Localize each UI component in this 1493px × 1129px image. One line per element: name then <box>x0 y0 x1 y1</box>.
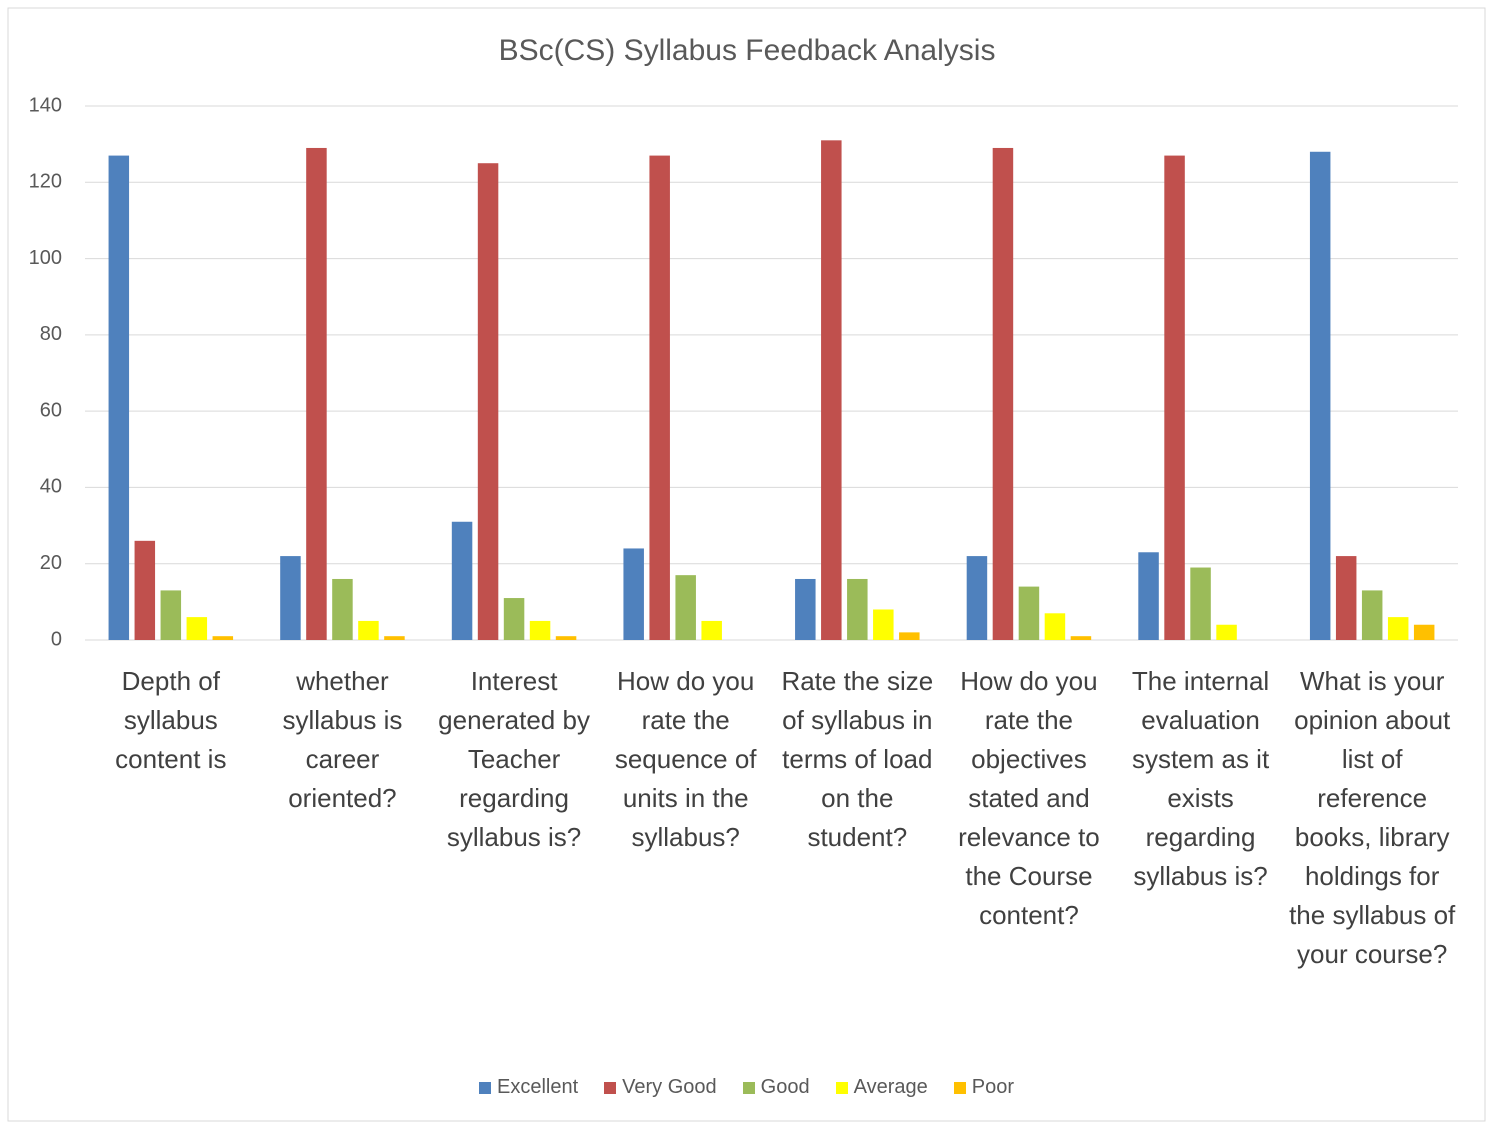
bar <box>186 617 208 640</box>
bar <box>1190 567 1211 640</box>
legend-item: Average <box>835 1076 928 1099</box>
x-tick-label: The internal evaluation system as it exi… <box>1131 666 1270 891</box>
bar <box>623 548 644 640</box>
bar <box>358 620 379 640</box>
bar <box>701 620 722 640</box>
bar <box>306 147 327 640</box>
bar <box>1044 613 1066 640</box>
bar <box>451 521 473 640</box>
legend: Excellent Very Good Good Average Poor <box>0 1076 1493 1099</box>
x-tick-label: Depth of syllabus content is <box>115 666 227 774</box>
bar <box>1309 151 1331 640</box>
y-tick-label: 80 <box>40 323 62 345</box>
bar <box>108 155 130 641</box>
bar <box>847 578 868 640</box>
y-tick-label: 60 <box>40 399 62 421</box>
bar <box>1018 586 1040 640</box>
bar <box>966 556 988 640</box>
x-tick-label: Interest generated by Teacher regarding … <box>438 666 590 852</box>
y-tick-label: 120 <box>29 171 62 193</box>
legend-label: Excellent <box>497 1076 579 1098</box>
x-tick-label: How do you rate the objectives stated an… <box>958 666 1100 930</box>
bar <box>649 155 670 641</box>
bar <box>134 540 156 640</box>
bar <box>1164 155 1185 641</box>
legend-swatch <box>742 1081 755 1094</box>
bar <box>1413 624 1435 640</box>
y-tick-label: 20 <box>40 552 62 574</box>
legend-label: Poor <box>971 1076 1014 1098</box>
bar <box>384 636 405 640</box>
legend-label: Average <box>853 1076 928 1098</box>
bar <box>1387 617 1409 640</box>
bar <box>280 556 301 640</box>
x-tick-label: What is your opinion about list of refer… <box>1289 666 1456 969</box>
bar <box>873 609 894 640</box>
y-tick-label: 100 <box>29 247 62 269</box>
bar <box>332 578 353 640</box>
legend-label: Very Good <box>622 1076 717 1098</box>
chart-frame <box>7 7 1486 1122</box>
bar <box>675 575 696 640</box>
legend-swatch <box>835 1081 848 1094</box>
bar <box>212 636 234 640</box>
y-tick-label: 40 <box>40 476 62 498</box>
bar <box>529 620 551 640</box>
bar <box>160 590 182 640</box>
bar <box>1138 552 1159 640</box>
x-tick-label: Rate the size of syllabus in terms of lo… <box>781 666 934 852</box>
bar <box>1216 624 1237 640</box>
bar <box>1361 590 1383 640</box>
chart-title: BSc(CS) Syllabus Feedback Analysis <box>499 34 996 67</box>
legend-swatch <box>604 1081 617 1094</box>
legend-item: Very Good <box>604 1076 717 1099</box>
y-tick-label: 0 <box>51 628 62 650</box>
bar <box>1335 556 1357 640</box>
bar <box>1070 636 1092 640</box>
bar <box>992 147 1014 640</box>
bar <box>795 578 816 640</box>
bar <box>899 632 920 640</box>
y-tick-label: 140 <box>29 94 62 116</box>
x-tick-label: whether syllabus is career oriented? <box>282 666 403 813</box>
legend-item: Poor <box>953 1076 1014 1099</box>
bar <box>503 598 525 640</box>
x-tick-label: How do you rate the sequence of units in… <box>614 666 757 852</box>
legend-label: Good <box>760 1076 810 1098</box>
bar <box>821 140 842 641</box>
legend-swatch <box>953 1081 966 1094</box>
legend-item: Good <box>742 1076 810 1099</box>
legend-item: Excellent <box>479 1076 578 1099</box>
bar <box>477 163 499 640</box>
legend-swatch <box>479 1081 491 1094</box>
bar <box>555 636 577 640</box>
